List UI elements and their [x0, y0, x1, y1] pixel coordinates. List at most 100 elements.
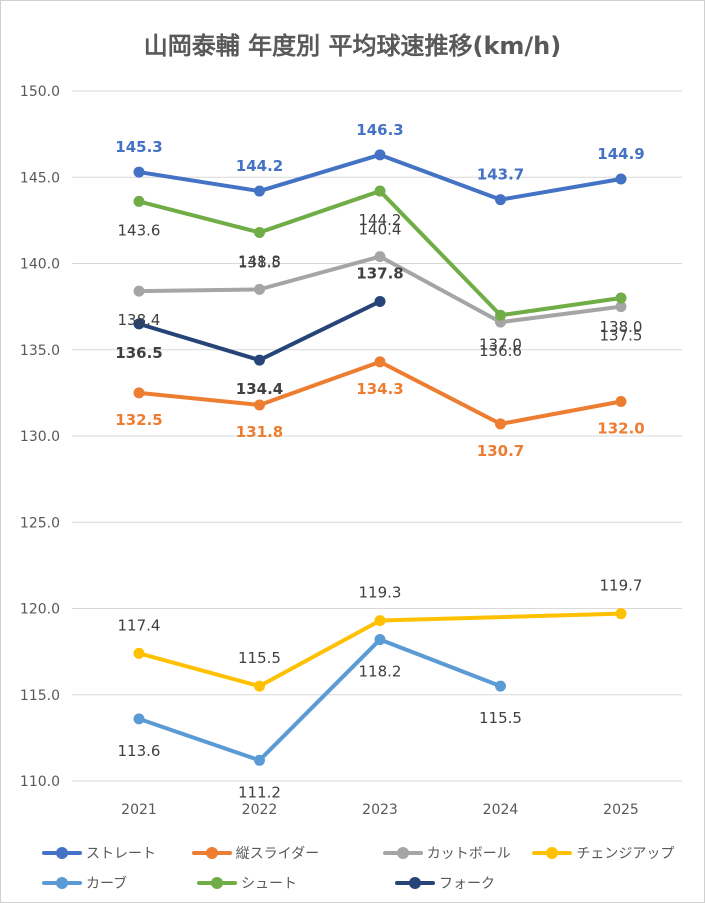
legend-item: 縦スライダー [190, 843, 381, 863]
data-point [495, 680, 506, 692]
data-label: 119.3 [359, 584, 402, 602]
data-label: 111.2 [238, 783, 281, 801]
data-point [374, 356, 386, 368]
series-line [137, 637, 503, 763]
data-label: 143.7 [477, 166, 524, 184]
data-point [133, 647, 145, 659]
x-tick-label: 2021 [121, 802, 157, 818]
chart-title: 山岡泰輔 年度別 平均球速推移(km/h) [143, 32, 562, 60]
data-point [495, 194, 506, 206]
data-point [254, 399, 265, 411]
data-label: 137.8 [356, 264, 403, 282]
x-tick-label: 2022 [242, 802, 278, 818]
data-point [374, 251, 386, 263]
x-tick-label: 2024 [483, 802, 519, 818]
legend-row: カーブ シュート フォーク [40, 868, 680, 898]
data-label: 138.5 [238, 253, 281, 271]
legend-swatch [40, 846, 84, 860]
data-point [615, 292, 627, 304]
data-label: 144.9 [597, 145, 644, 163]
data-label: 113.6 [118, 742, 161, 760]
y-tick-label: 120.0 [20, 602, 60, 618]
legend-item: カーブ [40, 873, 195, 893]
data-label: 137.5 [600, 327, 643, 345]
y-tick-label: 145.0 [20, 170, 60, 186]
data-point [254, 754, 265, 766]
legend-item: フォーク [393, 873, 548, 893]
data-label: 138.0 [600, 318, 643, 336]
line-chart-plot: 150.0 145.0 140.0 135.0 130.0 125.0 120.0 115.0… [20, 84, 682, 818]
legend-item: カットボール [381, 843, 531, 863]
data-point [133, 195, 145, 207]
x-tick-label: 2023 [362, 802, 398, 818]
data-point [254, 680, 265, 692]
data-label: 136.6 [479, 342, 522, 360]
legend-swatch [393, 876, 437, 890]
data-point [133, 166, 145, 178]
y-tick-label: 115.0 [20, 688, 60, 704]
data-point [374, 149, 386, 161]
data-label: 119.7 [600, 577, 643, 595]
legend-label: フォーク [439, 876, 495, 892]
data-label: 137.0 [479, 335, 522, 353]
data-point [133, 318, 145, 330]
data-point [615, 173, 627, 185]
data-point [374, 634, 386, 646]
legend-item: シュート [195, 873, 393, 893]
data-point [615, 301, 627, 313]
data-label: 144.2 [359, 211, 402, 229]
legend-swatch [530, 846, 574, 860]
data-point [254, 226, 265, 238]
data-point [254, 354, 265, 366]
data-label: 131.8 [236, 423, 283, 441]
data-label: 132.0 [597, 420, 644, 438]
data-point [495, 418, 506, 430]
legend-swatch [40, 876, 84, 890]
data-point [254, 185, 265, 197]
data-label: 115.5 [238, 649, 281, 667]
legend-swatch [381, 846, 425, 860]
y-tick-label: 125.0 [20, 515, 60, 531]
data-label: 145.3 [115, 138, 162, 156]
legend-item: ストレート [40, 843, 190, 863]
data-label: 138.4 [118, 311, 161, 329]
legend-swatch [190, 846, 234, 860]
data-label: 134.4 [236, 380, 283, 398]
data-label: 115.5 [479, 709, 522, 727]
data-label: 117.4 [118, 616, 161, 634]
data-point [495, 309, 506, 321]
data-label: 141.8 [238, 252, 281, 270]
data-label: 140.4 [359, 221, 402, 239]
data-label: 130.7 [477, 442, 524, 460]
series-line [137, 611, 623, 689]
data-point [254, 283, 265, 295]
data-point [374, 295, 386, 307]
data-label: 144.2 [236, 157, 283, 175]
data-point [615, 396, 627, 407]
legend-label: シュート [241, 876, 297, 892]
legend-swatch [195, 876, 239, 890]
legend-label: チェンジアップ [576, 846, 675, 862]
data-label: 146.3 [356, 121, 403, 139]
data-point [615, 608, 627, 620]
legend-label: 縦スライダー [235, 846, 320, 862]
data-point [374, 185, 386, 197]
data-point [133, 713, 145, 725]
y-tick-label: 150.0 [20, 84, 60, 100]
legend-label: ストレート [86, 846, 156, 862]
data-label: 132.5 [115, 411, 162, 429]
data-label: 118.2 [359, 663, 402, 681]
legend-item: チェンジアップ [530, 843, 680, 863]
legend-row: ストレート 縦スライダー カットボール チェンジアップ [40, 838, 680, 868]
legend-label: カットボール [426, 846, 511, 862]
data-point [133, 387, 145, 399]
data-label: 136.5 [115, 344, 162, 362]
data-point [374, 615, 386, 627]
y-tick-label: 130.0 [20, 429, 60, 445]
y-tick-label: 110.0 [20, 774, 60, 790]
y-tick-label: 140.0 [20, 257, 60, 273]
chart-legend: ストレート 縦スライダー カットボール チェンジアップカーブ シュート フォーク [40, 838, 680, 898]
data-point [133, 285, 145, 297]
data-label: 143.6 [118, 221, 161, 239]
